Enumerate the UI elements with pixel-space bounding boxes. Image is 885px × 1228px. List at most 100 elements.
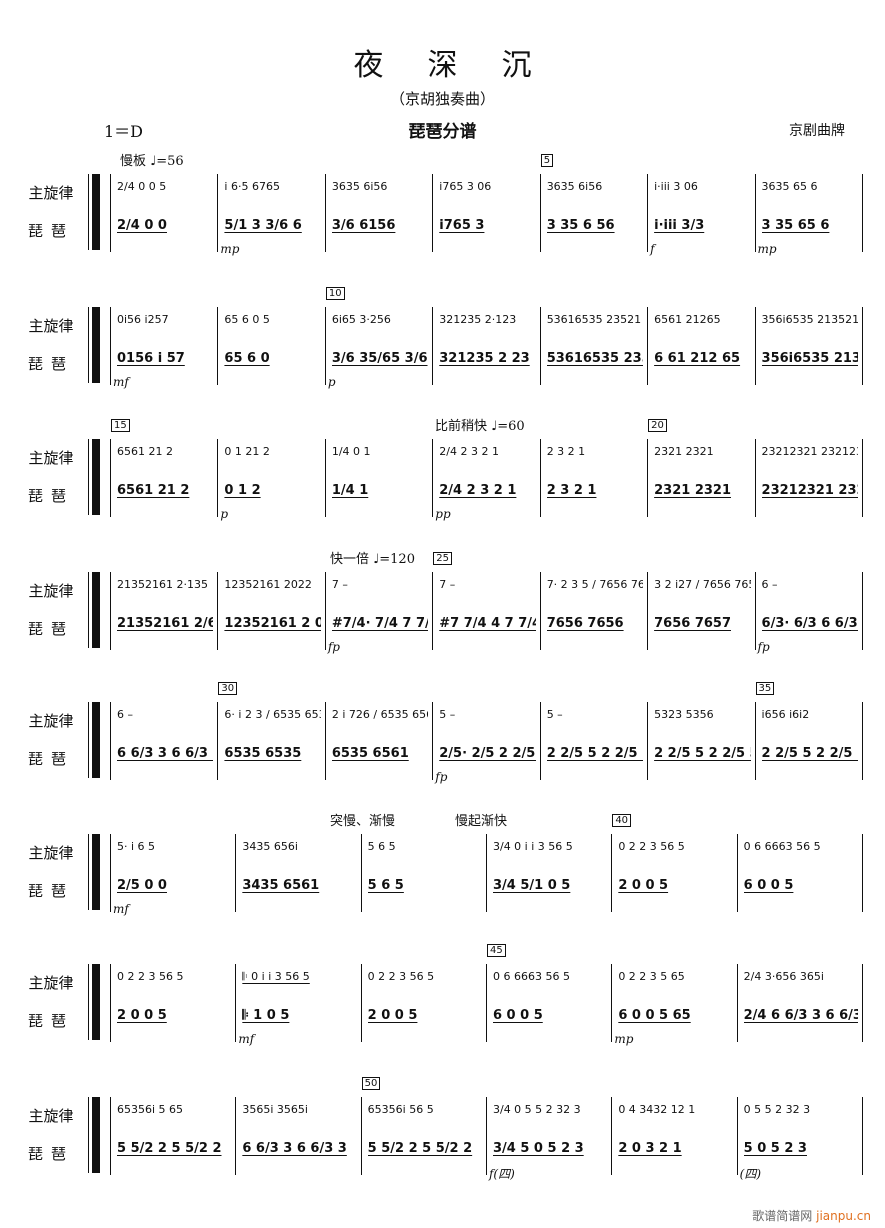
melody-label: 主旋律 bbox=[28, 317, 74, 335]
watermark-domain: jianpu.cn bbox=[816, 1209, 871, 1223]
measure: 2 i 726 / 6535 656i 6535 6561 bbox=[326, 702, 434, 780]
measure: 0 6 6663 56 5 6 0 0 5 bbox=[738, 834, 863, 912]
pipa-notes: 6535 6561 bbox=[331, 746, 409, 761]
measure-number: 50 bbox=[361, 1077, 381, 1090]
score-system: 主旋律 琵琶 0 2 2 3 56 5 2 0 0 5 𝄆 0 i i 3 56 … bbox=[0, 944, 885, 1060]
measure: 21352161 2·135 21352161 2/6 bbox=[111, 572, 219, 650]
dynamic-mark: (四) bbox=[739, 1167, 762, 1181]
measure-number: 30 bbox=[218, 682, 238, 695]
measure: 7 – #7/4· 7/4 7 7/4 4 fp bbox=[326, 572, 434, 654]
melody-notes: i765 3 06 bbox=[439, 180, 492, 193]
pipa-label: 琵琶 bbox=[27, 1012, 74, 1030]
melody-notes: 7 – bbox=[331, 578, 348, 591]
pipa-notes: 3/6 35/65 3/6 bbox=[331, 351, 428, 366]
pipa-notes: 6561 21 2 bbox=[117, 483, 190, 498]
measure-number: 15 bbox=[111, 419, 130, 432]
measure: 0 2 2 3 56 5 2 0 0 5 40 bbox=[612, 814, 738, 912]
tempo-marking: 慢起渐快 bbox=[455, 814, 508, 829]
watermark: 歌谱简谱网 jianpu.cn bbox=[752, 1207, 871, 1224]
melody-notes: 6561 21 2 bbox=[117, 445, 173, 458]
measure: 2321 2321 2321 2321 20 bbox=[648, 419, 756, 517]
melody-notes: 65356i 56 5 bbox=[367, 1103, 434, 1116]
melody-notes: 3635 6i56 bbox=[546, 180, 603, 193]
measure: 2 3 2 1 2 3 2 1 bbox=[541, 439, 649, 517]
measure: 𝄆 0 i i 3 56 5 𝄆 1 0 5 mf bbox=[236, 964, 362, 1046]
pipa-notes: 2 2/5 5 2 2/5 5 bbox=[761, 746, 858, 761]
measure: 6· i 2 3 / 6535 6535 6535 6535 30 bbox=[218, 682, 326, 780]
measure: 0 6 6663 56 5 6 0 0 5 45 bbox=[486, 944, 613, 1042]
system-bracket bbox=[88, 964, 100, 1040]
measure: 0 5 5 2 32 3 5 0 5 2 3 (四) bbox=[738, 1097, 863, 1181]
melody-notes: 0 2 2 3 56 5 bbox=[367, 970, 435, 983]
melody-notes: 0 4 3432 12 1 bbox=[618, 1103, 696, 1116]
measure: 6561 21265 6 61 212 65 bbox=[648, 307, 756, 385]
measure: 12352161 2022 12352161 2 0 bbox=[218, 572, 326, 650]
measure: 6561 21 2 6561 21 2 15 bbox=[111, 419, 219, 517]
melody-notes: 21352161 2·135 bbox=[117, 578, 208, 591]
measure: 2/4 2 3 2 1 2/4 2 3 2 1 pp bbox=[433, 439, 541, 521]
pipa-notes: 1/4 1 bbox=[331, 483, 369, 498]
pipa-notes: 2 3 2 1 bbox=[546, 483, 597, 498]
measure: i·iii 3 06 i·iii 3/3 f bbox=[648, 174, 756, 256]
measure: 1/4 0 1 1/4 1 bbox=[326, 439, 434, 517]
pipa-label: 琵琶 bbox=[27, 882, 74, 900]
melody-notes: 6561 21265 bbox=[654, 313, 721, 326]
measure: 356i6535 213521 356i6535 213521 bbox=[756, 307, 863, 385]
pipa-notes: 2 0 0 5 bbox=[367, 1008, 418, 1023]
melody-notes: 53616535 23521 bbox=[546, 313, 642, 326]
pipa-notes: 0156 i 57 bbox=[117, 351, 185, 366]
score-subtitle: （京胡独奏曲） bbox=[389, 90, 495, 108]
melody-notes: 5· i 6 5 bbox=[117, 840, 156, 853]
pipa-label: 琵琶 bbox=[27, 1145, 74, 1163]
pipa-notes: i·iii 3/3 bbox=[654, 218, 705, 233]
pipa-label: 琵琶 bbox=[27, 487, 74, 505]
pipa-notes: 6535 6535 bbox=[224, 746, 302, 761]
measure: 6i65 3·256 3/6 35/65 3/6 10 p bbox=[325, 287, 434, 389]
dynamic-mark: pp bbox=[435, 507, 451, 521]
measure: 5 – 2/5· 2/5 2 2/5 5 fp bbox=[433, 702, 541, 784]
pipa-label: 琵琶 bbox=[27, 222, 74, 240]
melody-notes: 3635 65 6 bbox=[761, 180, 818, 193]
measure: 0 2 2 3 5 65 6 0 0 5 65 mp bbox=[612, 964, 738, 1046]
pipa-notes: 6 0 0 5 bbox=[743, 878, 794, 893]
measure: 3/4 0 5 5 2 32 3 3/4 5 0 5 2 3 f(四) bbox=[487, 1097, 613, 1181]
melody-label: 主旋律 bbox=[28, 582, 74, 600]
melody-label: 主旋律 bbox=[28, 449, 74, 467]
pipa-notes: 𝄆 1 0 5 bbox=[242, 1008, 290, 1023]
pipa-notes: 7656 7656 bbox=[546, 616, 624, 631]
part-name: 琵琶分谱 bbox=[408, 122, 477, 142]
measure: i765 3 06 i765 3 bbox=[433, 174, 541, 252]
system-bracket bbox=[88, 174, 100, 250]
pipa-notes: 2/5 0 0 bbox=[117, 878, 167, 893]
pipa-notes: 2 2/5 5 2 2/5 5 bbox=[654, 746, 751, 761]
measure: 65356i 56 5 5 5/2 2 5 5/2 2 50 bbox=[361, 1077, 487, 1175]
pipa-notes: 2 2/5 5 2 2/5 5 bbox=[546, 746, 644, 761]
melody-notes: 0 2 2 3 5 65 bbox=[618, 970, 685, 983]
melody-notes: 5 – bbox=[546, 708, 563, 721]
measure: 2/4 3·656 365i 2/4 6 6/3 3 6 6/3 3 bbox=[738, 964, 863, 1042]
pipa-notes: 5 5/2 2 5 5/2 2 bbox=[367, 1141, 473, 1156]
melody-notes: 3565i 3565i bbox=[242, 1103, 308, 1116]
melody-notes: 2 3 2 1 bbox=[546, 445, 586, 458]
melody-notes: 5 – bbox=[439, 708, 456, 721]
measure-number: 35 bbox=[755, 682, 775, 695]
measure-number: 5 bbox=[540, 154, 554, 167]
system-bracket bbox=[88, 1097, 100, 1173]
score-system: 主旋律 琵琶 21352161 2·135 21352161 2/6 123521… bbox=[0, 552, 885, 668]
pipa-notes: 21352161 2/6 bbox=[117, 616, 214, 631]
measure: 321235 2·123 321235 2 23 bbox=[433, 307, 541, 385]
melody-notes: 65356i 5 65 bbox=[117, 1103, 184, 1116]
dynamic-mark: f(四) bbox=[488, 1167, 515, 1181]
melody-notes: 6 – bbox=[117, 708, 133, 721]
pipa-notes: 3/4 5/1 0 5 bbox=[492, 878, 571, 893]
pipa-notes: 3 35 6 56 bbox=[546, 218, 615, 233]
melody-notes: 2321 2321 bbox=[654, 445, 714, 458]
melody-notes: 7 – bbox=[439, 578, 456, 591]
pipa-label: 琵琶 bbox=[27, 355, 74, 373]
measure: 0 4 3432 12 1 2 0 3 2 1 bbox=[612, 1097, 738, 1175]
pipa-notes: 0 1 2 bbox=[224, 483, 261, 498]
pipa-notes: 5 6 5 bbox=[367, 878, 404, 893]
melody-notes: 2/4 0 0 5 bbox=[117, 180, 167, 193]
melody-notes: 0 2 2 3 56 5 bbox=[117, 970, 184, 983]
